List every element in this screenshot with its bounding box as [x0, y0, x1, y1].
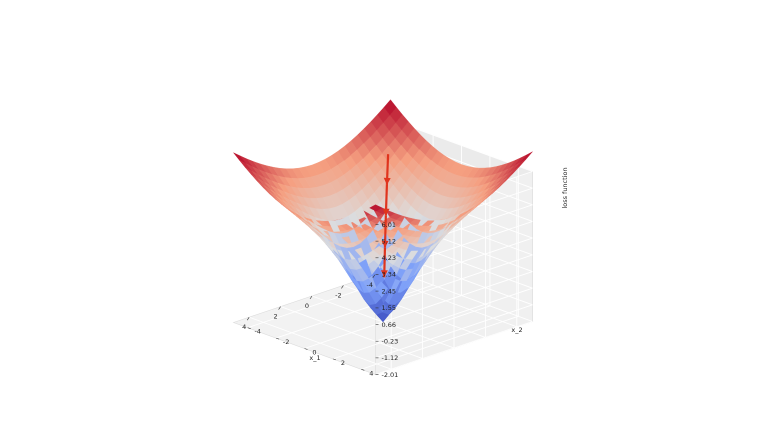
surface-patch	[369, 204, 383, 212]
loss-surface	[233, 99, 533, 323]
x-tick-mark	[309, 295, 313, 300]
surface-patch	[399, 268, 413, 282]
surface-patch	[374, 281, 388, 298]
y-tick-mark	[361, 369, 365, 371]
x-tick-label: -2	[335, 291, 341, 299]
z-tick-label: 1.55	[382, 304, 396, 312]
back-grid-z	[375, 287, 533, 342]
z-tick-label: -2.01	[382, 371, 399, 379]
z-tick-label: -0.23	[382, 338, 399, 346]
z-tick-label: 6.01	[382, 221, 396, 229]
y-tick-label: 0	[312, 349, 316, 357]
back-grid-z	[375, 321, 533, 375]
y-tick-label: -4	[254, 328, 260, 336]
descent-arrowhead	[383, 177, 391, 185]
y-tick-label: 4	[369, 369, 373, 377]
back-grid-z	[375, 271, 533, 325]
axis-ticks: -4 -2 0 2 4 -4 -2 0 2 4 -2.01 -1.12 -0.23 0.66 1.55 2.4…	[242, 221, 398, 379]
x-tick-mark	[246, 317, 250, 321]
surface-patch	[351, 279, 365, 300]
floor-grid-y	[361, 315, 519, 370]
y-tick-label: -2	[283, 338, 289, 346]
surface-patch	[383, 99, 397, 116]
z-tick-label: -1.12	[382, 354, 399, 362]
x-tick-mark	[341, 285, 344, 289]
surface-patch	[394, 288, 408, 305]
x-tick-mark	[278, 306, 281, 310]
back-grid-z	[375, 304, 533, 359]
y-tick-mark	[304, 348, 308, 350]
z-tick-label: 5.12	[382, 237, 396, 245]
y-tick-label: 2	[341, 359, 345, 367]
descent-arrowhead	[381, 240, 389, 248]
floor-grid-x	[249, 316, 392, 370]
z-tick-label: 4.23	[382, 254, 396, 262]
surface-patch	[407, 268, 421, 289]
x-tick-mark	[372, 274, 376, 278]
x-tick-label: 0	[305, 302, 309, 310]
gradient-descent-path	[380, 154, 391, 278]
x-tick-label: 4	[242, 323, 246, 331]
surface-patch	[355, 268, 369, 282]
floor-grid-y	[332, 305, 491, 360]
z-axis-label: loss function	[561, 167, 569, 208]
x-tick-label: 2	[274, 313, 278, 321]
z-tick-label: 2.45	[382, 287, 396, 295]
x-axis-label: x_1	[309, 354, 320, 362]
x-tick-label: -4	[367, 281, 373, 289]
y-axis-label: x_2	[511, 326, 522, 334]
y-tick-mark	[247, 327, 251, 329]
descent-arrowhead	[382, 208, 390, 216]
z-tick-label: 3.34	[382, 271, 396, 279]
descent-arrowhead	[380, 270, 388, 278]
surface-patch	[399, 258, 413, 271]
z-tick-label: 0.66	[382, 321, 396, 329]
y-tick-mark	[276, 337, 280, 340]
y-tick-mark	[332, 358, 336, 361]
